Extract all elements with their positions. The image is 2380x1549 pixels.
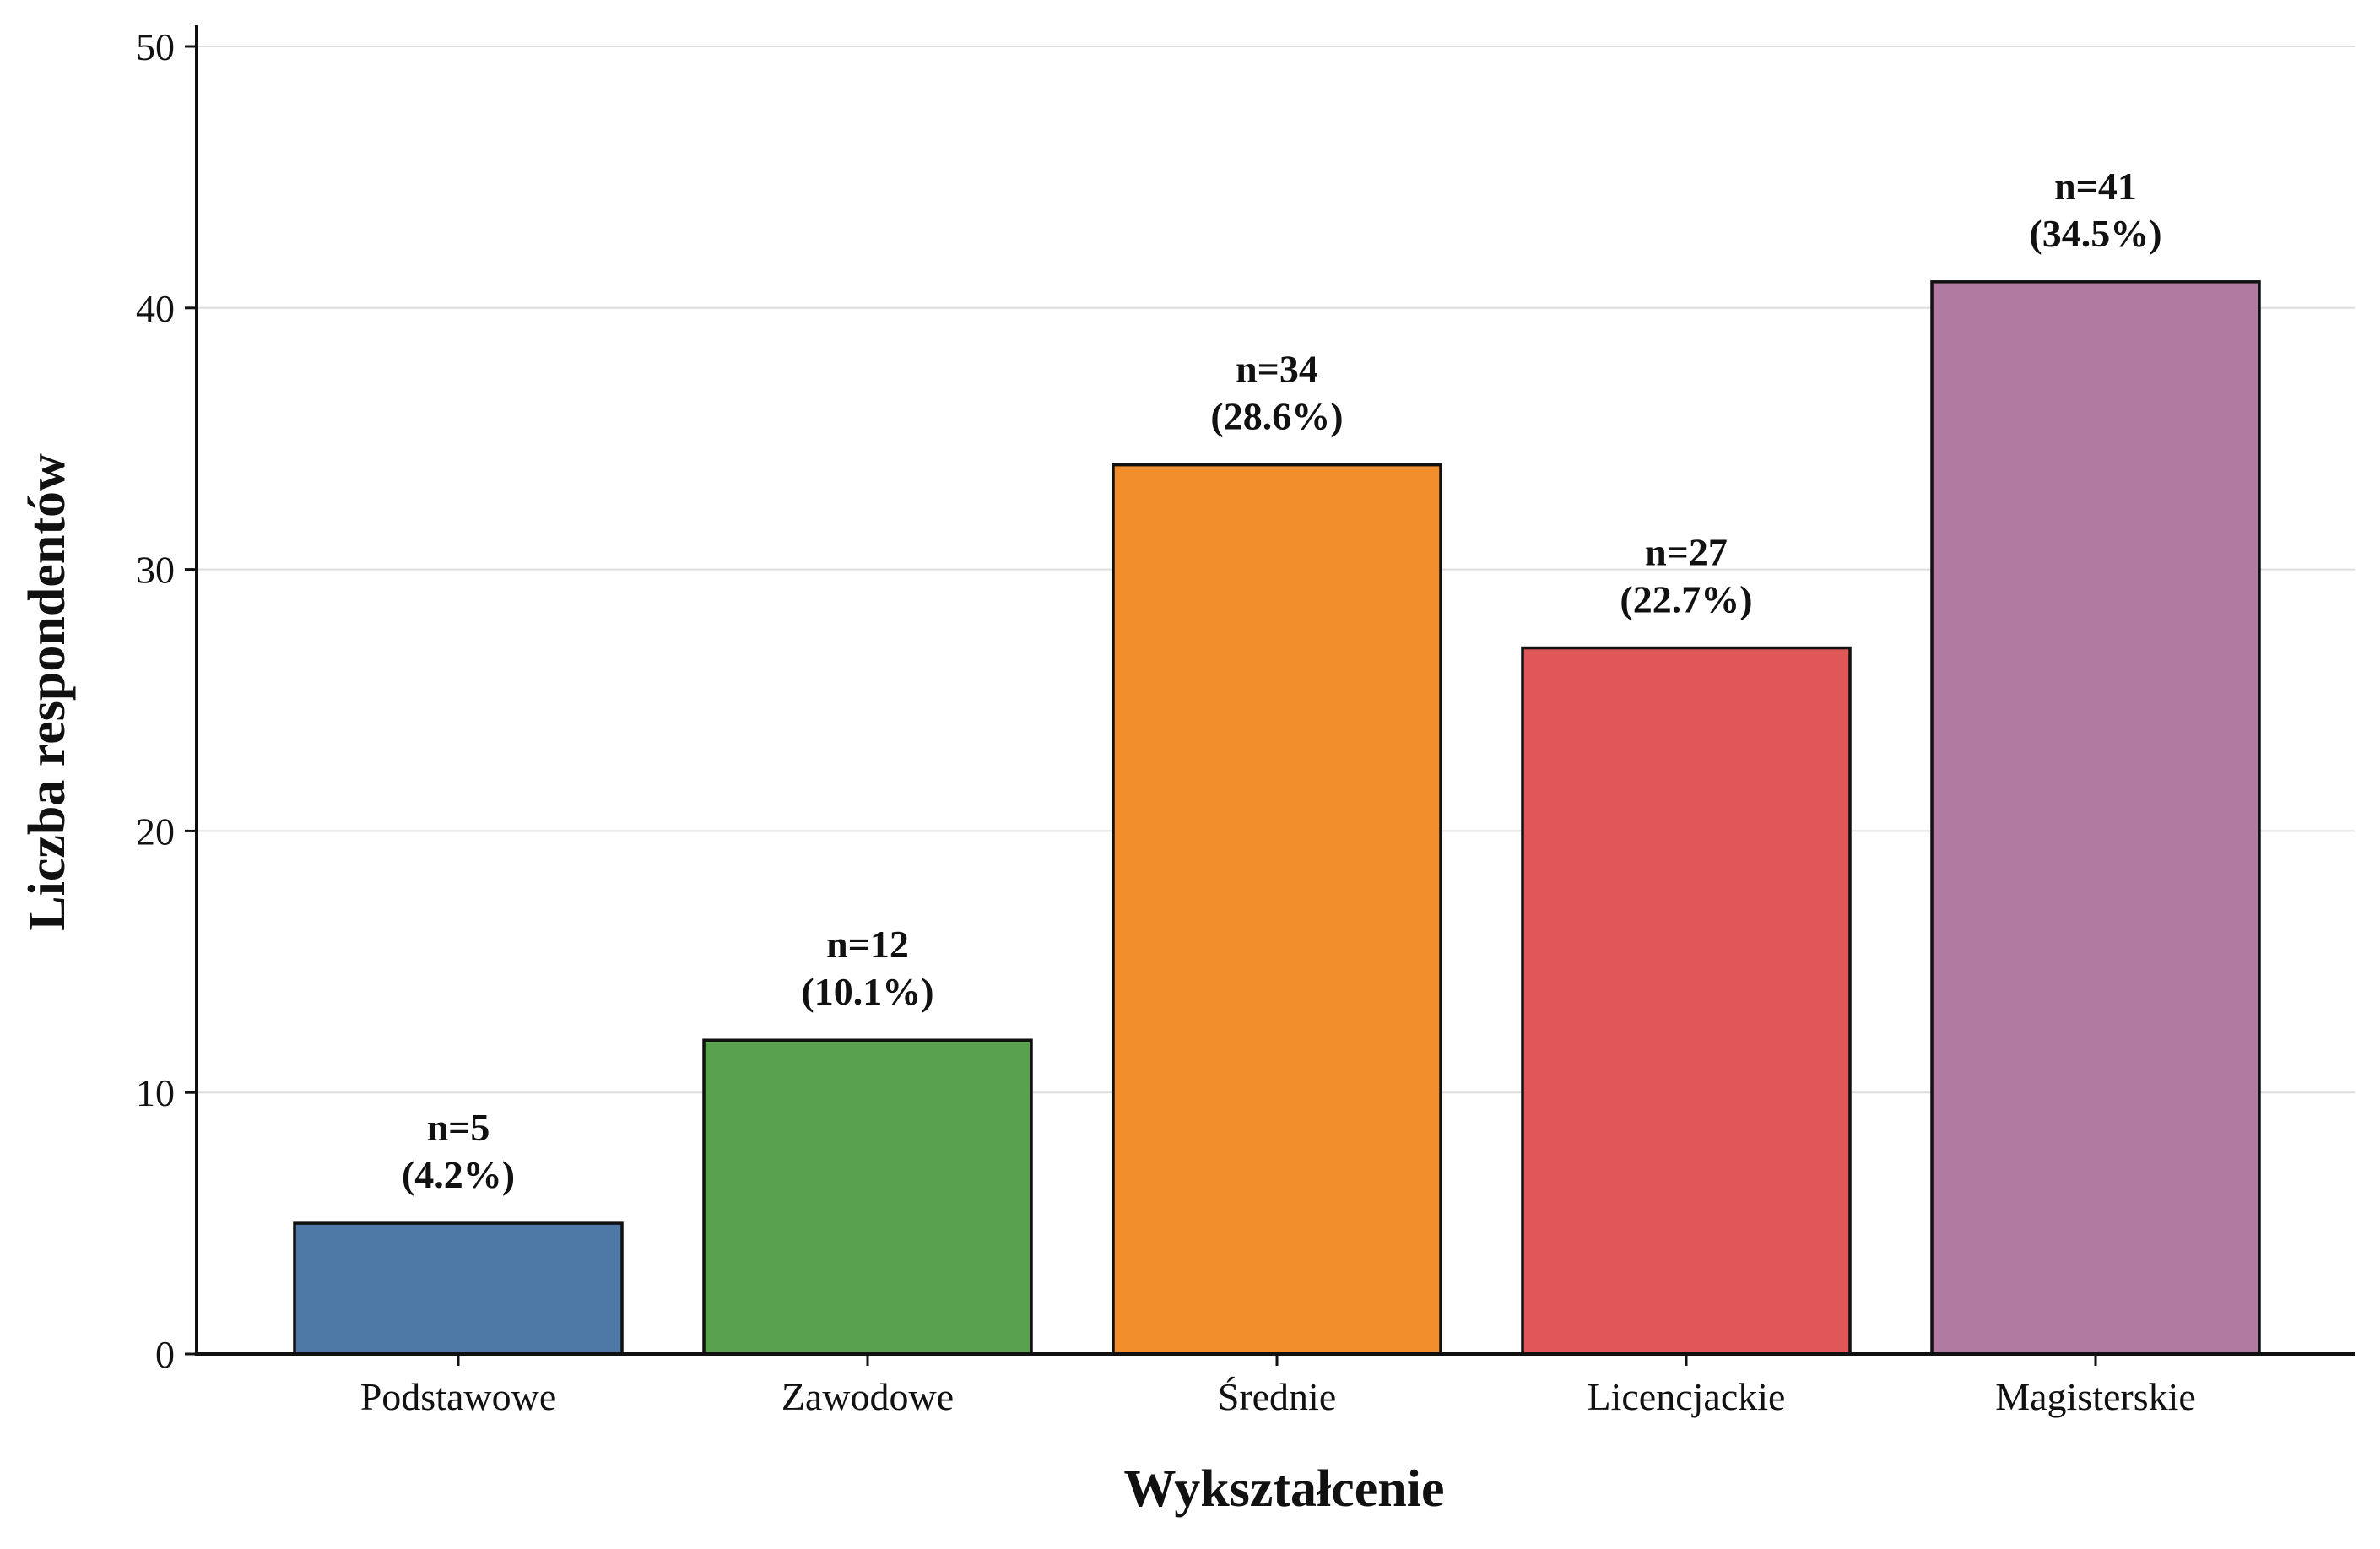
y-tick-label: 50 (136, 25, 175, 68)
y-axis-title: Liczba respondentów (19, 453, 76, 931)
y-tick-label: 20 (136, 810, 175, 853)
data-label-percent: (4.2%) (402, 1153, 515, 1196)
data-label-count: n=27 (1645, 531, 1728, 574)
y-tick-label: 30 (136, 549, 175, 592)
axes-layer (195, 25, 2355, 1356)
y-tick-label: 10 (136, 1071, 175, 1114)
bar-4 (1521, 646, 1852, 1356)
x-tick-label: Podstawowe (360, 1375, 557, 1418)
y-tick-label: 40 (136, 287, 175, 330)
data-label-count: n=34 (1236, 348, 1318, 391)
bar-5 (1930, 280, 2261, 1356)
y-tick-label: 0 (155, 1333, 175, 1376)
data-label-percent: (10.1%) (801, 970, 933, 1013)
data-label-percent: (22.7%) (1620, 578, 1752, 621)
data-labels: n=5(4.2%) n=12(10.1%) n=34(28.6%) n=27(22.7… (402, 165, 2162, 1196)
x-axis-title: Wykształcenie (1124, 1460, 1445, 1518)
data-label-count: n=12 (826, 923, 909, 966)
bars-layer (293, 280, 2261, 1356)
bar-2 (702, 1038, 1033, 1356)
x-ticks: Podstawowe Zawodowe Średnie Licencjackie Mag… (360, 1354, 2196, 1418)
data-label-count: n=5 (427, 1106, 490, 1149)
x-tick-label: Zawodowe (782, 1375, 954, 1418)
data-label-percent: (28.6%) (1210, 395, 1343, 438)
data-label-count: n=41 (2054, 165, 2137, 208)
x-tick-label: Średnie (1218, 1375, 1337, 1418)
data-label-percent: (34.5%) (2029, 212, 2161, 255)
bar-1 (293, 1221, 624, 1356)
y-ticks: 0 10 20 30 40 50 (136, 25, 197, 1376)
bar-3 (1112, 463, 1442, 1356)
x-tick-label: Licencjackie (1588, 1375, 1786, 1418)
x-tick-label: Magisterskie (1995, 1375, 2196, 1418)
